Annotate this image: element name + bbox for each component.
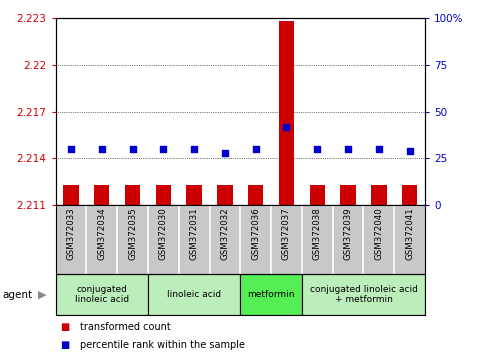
Text: GSM372039: GSM372039: [343, 207, 353, 260]
Text: GSM372034: GSM372034: [97, 207, 106, 260]
Text: GSM372035: GSM372035: [128, 207, 137, 260]
Bar: [248, 185, 263, 205]
Bar: [371, 185, 386, 205]
Point: [159, 146, 167, 152]
Bar: [279, 21, 294, 205]
Text: transformed count: transformed count: [80, 322, 170, 332]
Text: linoleic acid: linoleic acid: [167, 290, 221, 299]
Point: [190, 146, 198, 152]
Text: GSM372036: GSM372036: [251, 207, 260, 260]
Text: GSM372038: GSM372038: [313, 207, 322, 260]
Text: GSM372033: GSM372033: [67, 207, 75, 260]
Point: [221, 150, 229, 156]
Point: [128, 146, 136, 152]
Text: percentile rank within the sample: percentile rank within the sample: [80, 340, 245, 350]
Text: ▶: ▶: [38, 290, 46, 300]
Text: GSM372032: GSM372032: [220, 207, 229, 260]
Text: GSM372041: GSM372041: [405, 207, 414, 260]
Text: GSM372037: GSM372037: [282, 207, 291, 260]
Bar: [341, 185, 356, 205]
Bar: [186, 185, 202, 205]
Bar: [402, 185, 417, 205]
Bar: [56, 274, 148, 315]
Bar: [125, 185, 140, 205]
Point: [313, 146, 321, 152]
Bar: [148, 274, 241, 315]
Bar: [63, 185, 79, 205]
Bar: [156, 185, 171, 205]
Point: [98, 146, 106, 152]
Point: [406, 148, 413, 154]
Text: agent: agent: [2, 290, 32, 300]
Point: [375, 146, 383, 152]
Bar: [310, 185, 325, 205]
Text: GSM372031: GSM372031: [190, 207, 199, 260]
Point: [283, 124, 290, 129]
Bar: [302, 274, 425, 315]
Text: ■: ■: [60, 322, 70, 332]
Point: [67, 146, 75, 152]
Text: metformin: metformin: [247, 290, 295, 299]
Point: [252, 146, 259, 152]
Text: GSM372030: GSM372030: [159, 207, 168, 260]
Bar: [94, 185, 110, 205]
Bar: [240, 274, 302, 315]
Text: ■: ■: [60, 340, 70, 350]
Text: conjugated linoleic acid
+ metformin: conjugated linoleic acid + metformin: [310, 285, 417, 304]
Text: GSM372040: GSM372040: [374, 207, 384, 260]
Point: [344, 146, 352, 152]
Bar: [217, 185, 233, 205]
Text: conjugated
linoleic acid: conjugated linoleic acid: [75, 285, 129, 304]
